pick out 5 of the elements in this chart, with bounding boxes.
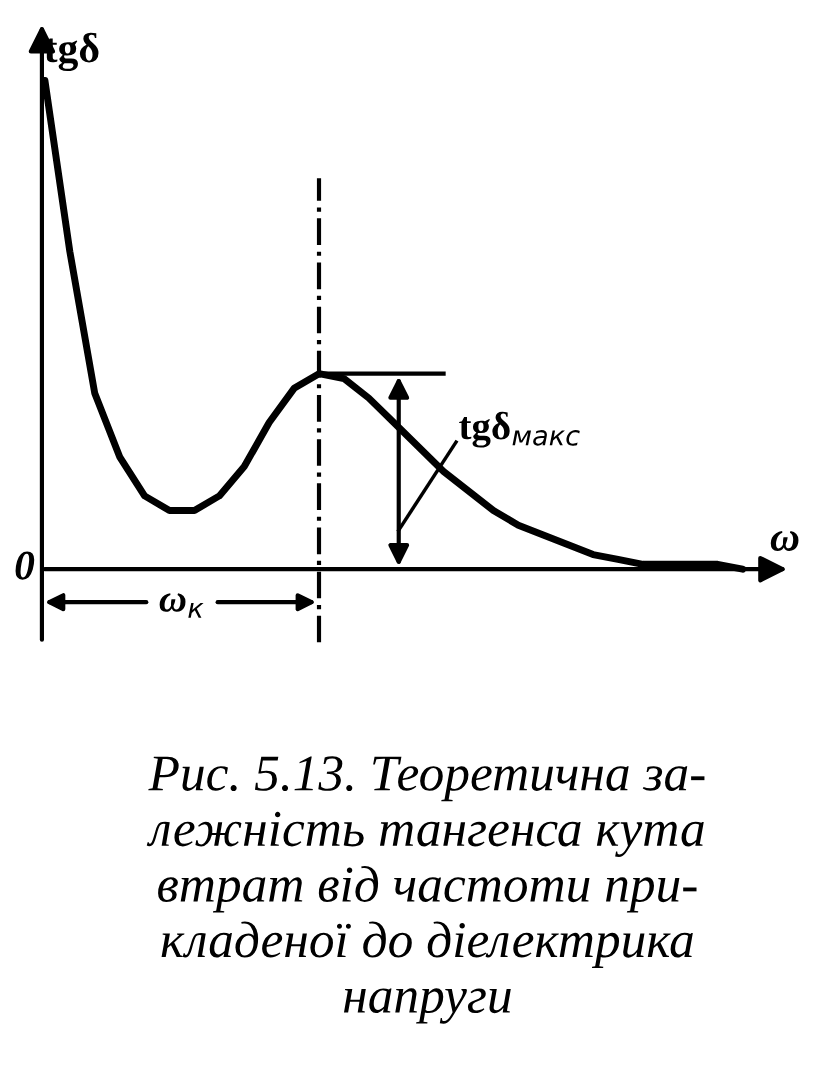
text: ω$_{к}$ [159, 593, 204, 618]
annotation: tgδ$_{макс}$ [459, 411, 580, 448]
annotation: 0 [15, 551, 35, 580]
x-axis-title: ω [770, 531, 799, 551]
text: Рис. 5.13. Теоретична за- лежність тангенса кута втрат від частоти при- кладеної до діелектрика напруги [146, 756, 705, 1024]
